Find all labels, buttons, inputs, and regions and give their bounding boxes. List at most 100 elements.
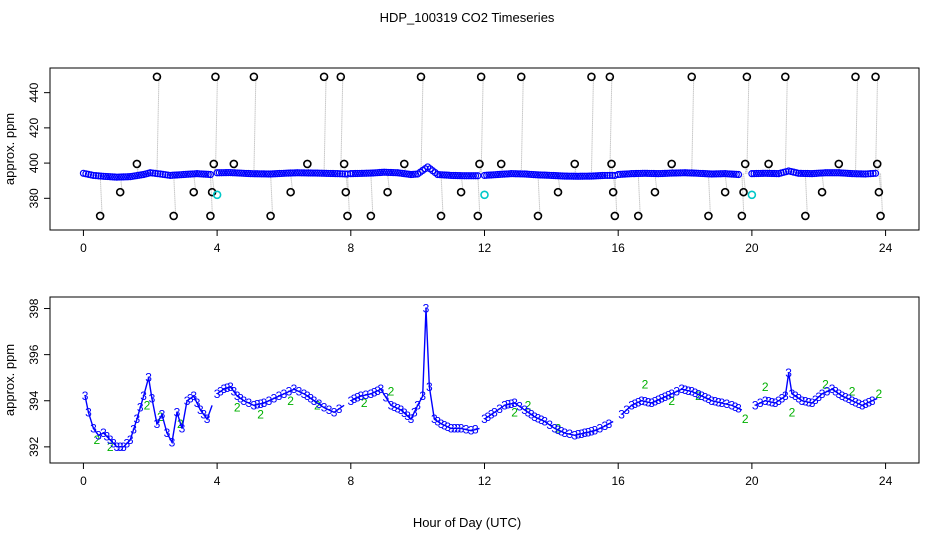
baseline-point: [572, 172, 580, 180]
calibration-point: [553, 187, 563, 197]
baseline-point: [233, 169, 241, 177]
top-y-tick-label: 380: [27, 188, 41, 208]
baseline-point: [521, 170, 529, 178]
calibration-point: [169, 211, 178, 221]
baseline-point: [238, 169, 246, 177]
baseline-point: [166, 171, 174, 180]
baseline-point: [576, 172, 584, 180]
series-3-point: 3: [728, 398, 735, 412]
baseline-point: [280, 169, 288, 177]
series-3-point: 3: [451, 421, 458, 435]
series-2-point: 2: [695, 389, 702, 403]
baseline-point: [630, 169, 638, 178]
baseline-point: [830, 169, 838, 177]
calibration-connector: [500, 163, 504, 174]
calibration-point: [436, 211, 446, 221]
baseline-point: [621, 170, 629, 178]
calibration-point: [737, 211, 747, 221]
baseline-point: [694, 169, 703, 177]
series-2-point: 2: [642, 378, 649, 392]
baseline-point: [659, 169, 667, 178]
baseline-point: [623, 170, 631, 178]
calibration-connector: [403, 163, 407, 174]
series-2-point: 2: [93, 433, 100, 447]
series-3-point: 3: [311, 394, 318, 408]
calibration-point: [473, 211, 483, 221]
bottom-x-tick-label: 20: [745, 474, 759, 488]
baseline-point: [240, 169, 248, 177]
baseline-point: [563, 172, 571, 180]
baseline-point: [447, 171, 455, 180]
series-3-point: 3: [575, 428, 582, 442]
baseline-point: [645, 169, 653, 178]
baseline-point: [246, 170, 255, 178]
series-3-point: 3: [224, 381, 231, 395]
calibration-connector: [609, 76, 613, 174]
baseline-point: [567, 172, 576, 180]
calibration-point: [319, 72, 329, 82]
baseline-point: [650, 169, 658, 178]
baseline-point: [614, 170, 622, 179]
calibration-point: [533, 211, 543, 221]
baseline-point: [514, 170, 522, 178]
baseline-point: [732, 170, 740, 178]
baseline-point: [175, 171, 183, 179]
baseline-point: [122, 173, 130, 181]
baseline-point: [518, 170, 526, 178]
series-3-point: 3: [117, 440, 124, 454]
series-3-point: 3: [538, 413, 545, 427]
baseline-point: [289, 169, 297, 177]
baseline-point: [690, 169, 698, 177]
baseline-point: [204, 170, 212, 178]
series-3-point: 3: [448, 421, 455, 435]
series-3-point: 3: [866, 395, 873, 409]
baseline-point: [173, 171, 181, 179]
series-3-point: 3: [688, 385, 695, 399]
bottom-x-tick-label: 12: [478, 474, 492, 488]
baseline-point: [824, 169, 832, 177]
baseline-point: [220, 169, 228, 177]
calibration-point: [189, 187, 199, 197]
baseline-point: [434, 170, 442, 179]
calibration-connector: [477, 173, 481, 216]
baseline-point: [761, 169, 769, 177]
baseline-point: [99, 172, 108, 180]
baseline-point: [668, 169, 676, 177]
series-3-point: 3: [179, 421, 186, 435]
calibration-point: [339, 159, 349, 169]
series-3-point: 3: [829, 382, 836, 396]
series-3-point: 3: [809, 396, 816, 410]
series-3-point: 3: [718, 396, 725, 410]
calibration-point: [416, 72, 426, 82]
calibration-connector: [637, 173, 641, 216]
calibration-connector: [520, 76, 524, 174]
baseline-point: [376, 168, 384, 177]
series-3-point: 3: [849, 394, 856, 408]
baseline-point: [295, 169, 304, 177]
top-x-tick-label: 12: [478, 241, 492, 255]
series-3-point: 3: [307, 391, 314, 405]
calibration-point: [851, 72, 860, 82]
series-3-point: 3: [316, 397, 323, 411]
baseline-point: [712, 170, 720, 178]
baseline-point: [848, 170, 856, 178]
baseline-point: [320, 169, 328, 177]
series-3-point: 3: [852, 395, 859, 409]
baseline-point: [641, 169, 649, 177]
baseline-point: [206, 170, 215, 179]
cyan-point: [480, 190, 489, 200]
baseline-point: [480, 171, 489, 180]
series-3-point: 3: [426, 380, 433, 394]
calibration-connector: [611, 163, 614, 174]
series-3-point: 3: [555, 423, 562, 437]
baseline-point: [509, 170, 518, 178]
series-2-point: 2: [789, 405, 796, 419]
calibration-point: [516, 72, 526, 82]
baseline-point: [583, 172, 591, 180]
series-2-point: 2: [822, 378, 829, 392]
baseline-point: [258, 170, 266, 178]
baseline-point: [523, 170, 531, 178]
series-3-point: 3: [772, 396, 779, 410]
calibration-connector: [340, 76, 344, 174]
baseline-point: [859, 170, 867, 178]
